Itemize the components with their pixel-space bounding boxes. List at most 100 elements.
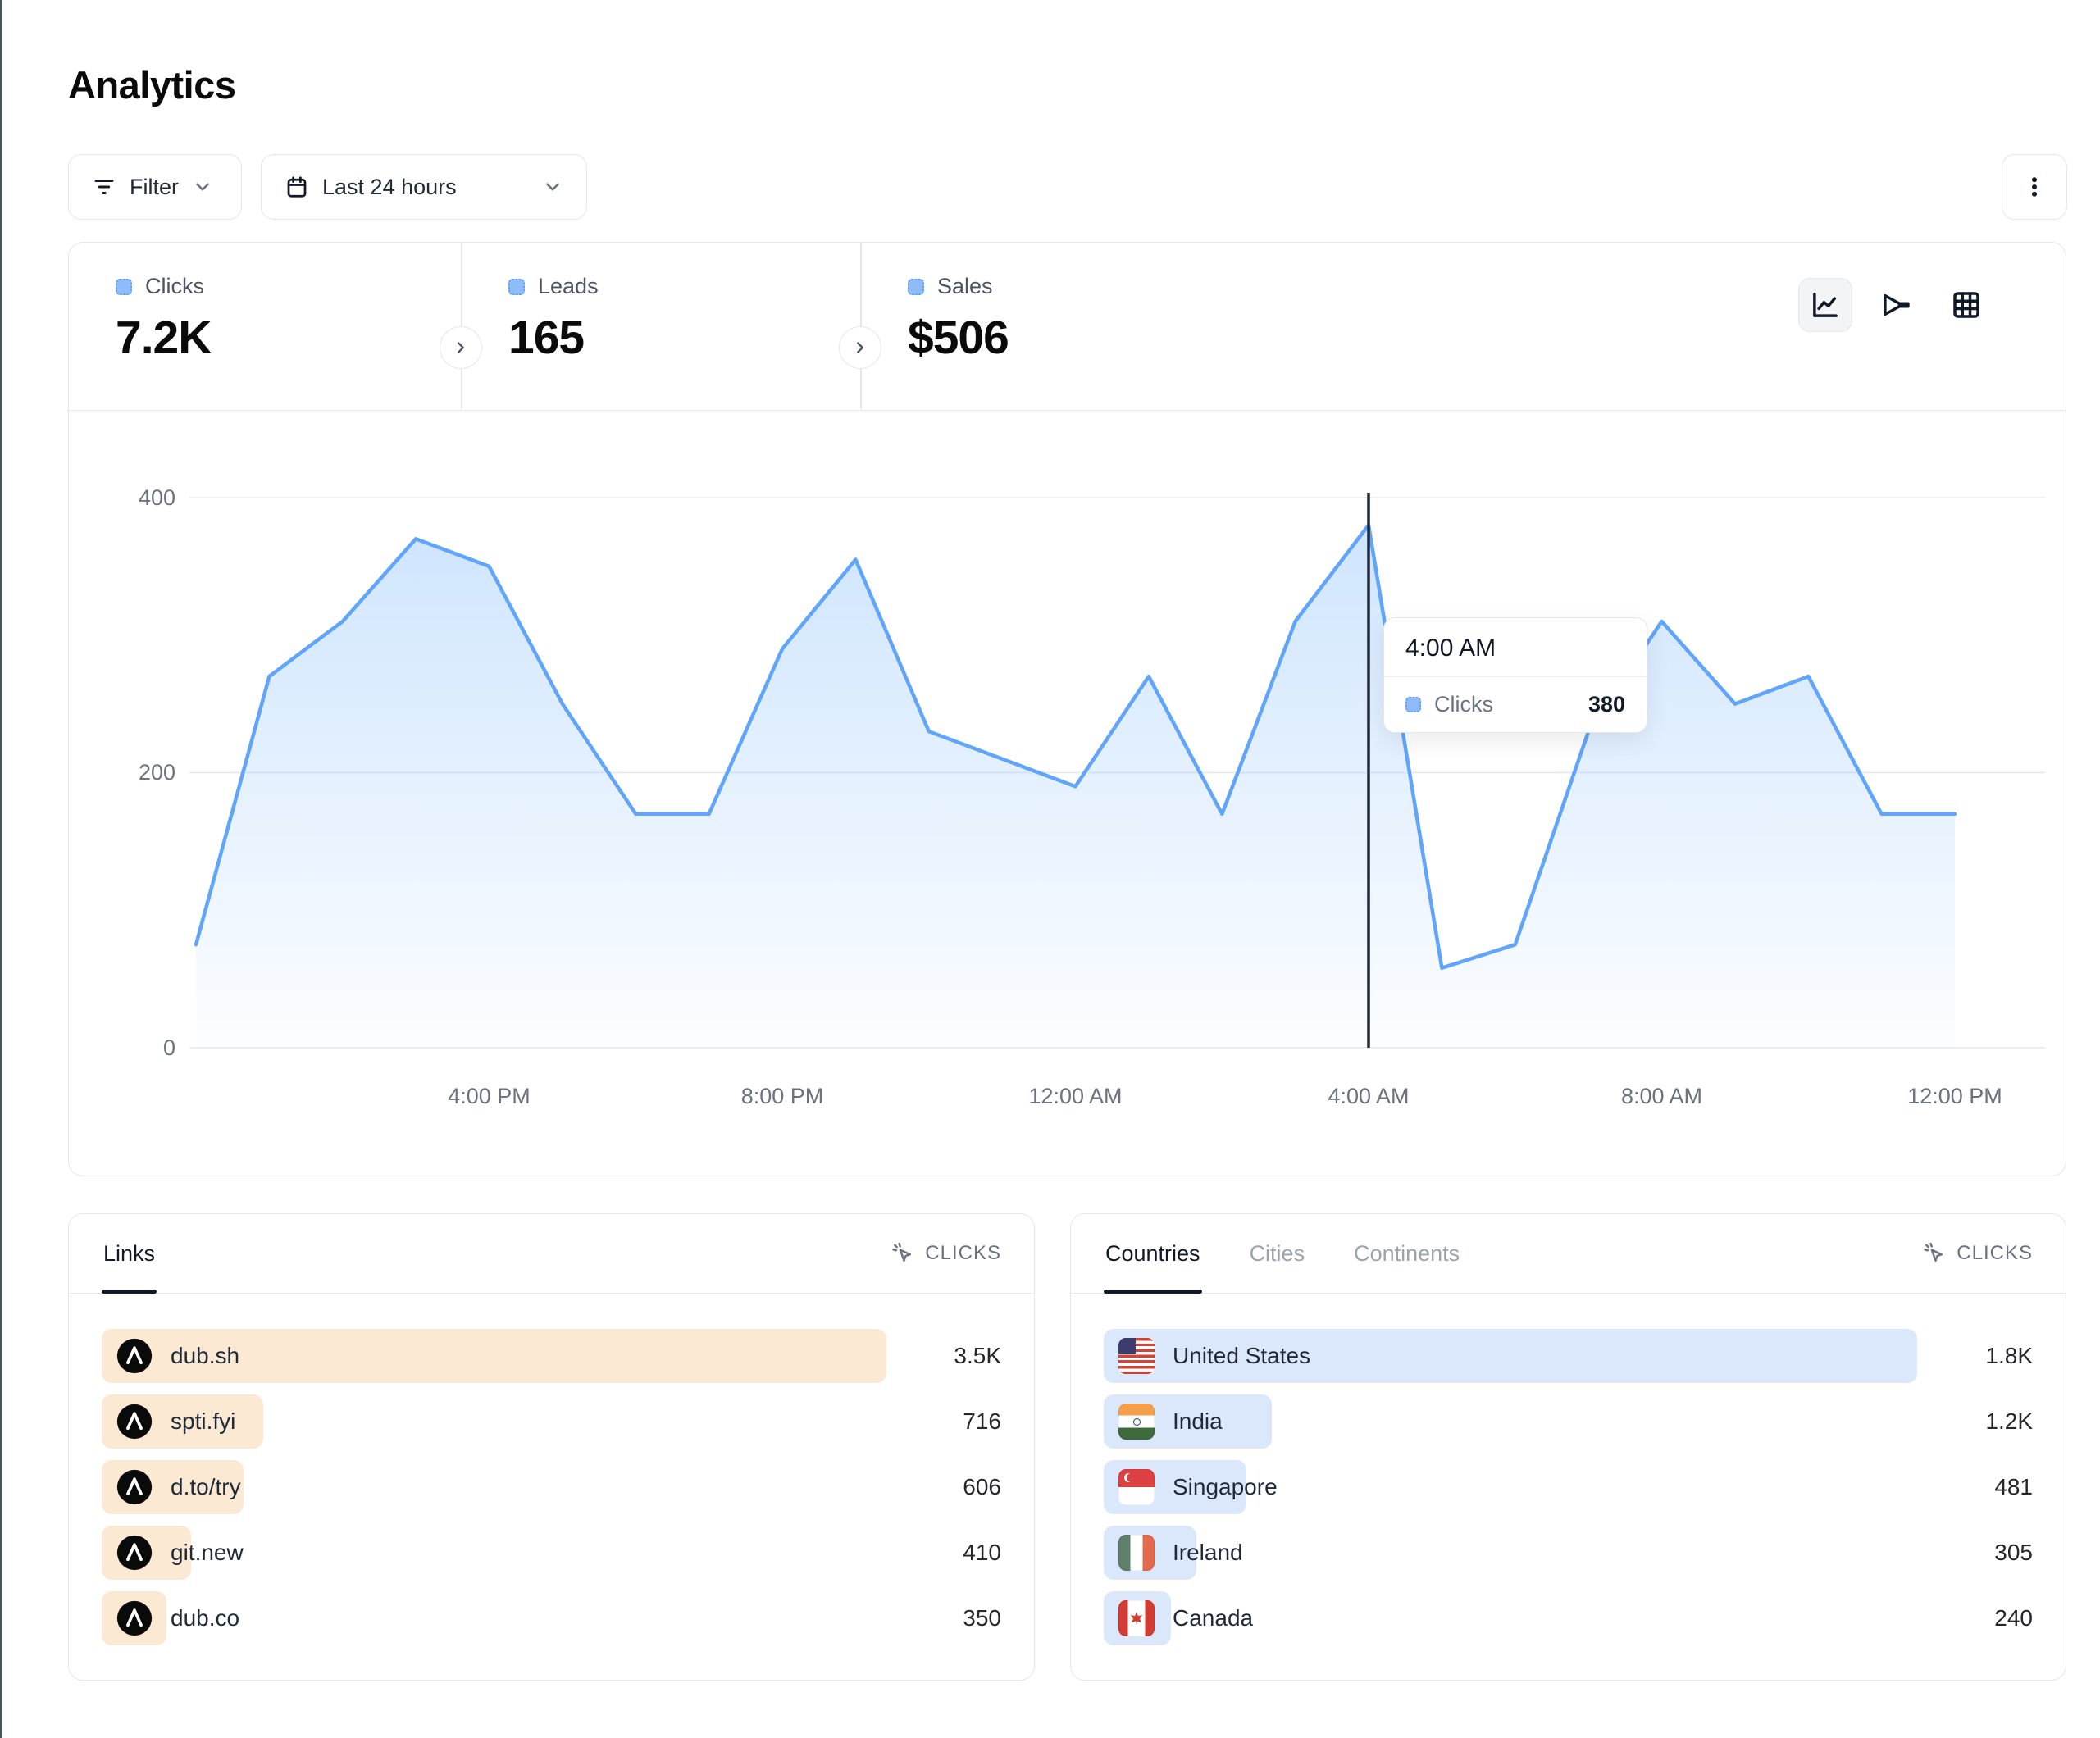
stat-value: 165 [508,312,585,364]
link-row[interactable]: dub.co 350 [102,1586,1001,1651]
x-axis-tick: 12:00 AM [1028,1084,1122,1108]
links-panel: Links CLICKS dub.sh 3.5K [68,1213,1035,1681]
tab-continents[interactable]: Continents [1354,1240,1460,1266]
leads-legend-swatch [508,278,525,295]
funnel-chart-view-button[interactable] [1869,278,1923,332]
link-row[interactable]: git.new 410 [102,1520,1001,1586]
link-row[interactable]: dub.sh 3.5K [102,1323,1001,1389]
x-axis-tick: 12:00 PM [1907,1084,2002,1108]
stat-divider [461,243,462,409]
country-clicks-value: 1.2K [1985,1408,2033,1434]
table-grid-view-button[interactable] [1939,278,1993,332]
link-clicks-value: 410 [963,1540,1001,1565]
link-row[interactable]: spti.fyi 716 [102,1389,1001,1454]
link-domain: d.to/try [171,1474,241,1499]
date-range-button[interactable]: Last 24 hours [261,154,587,220]
link-domain: dub.sh [171,1343,240,1368]
more-menu-button[interactable] [2002,154,2067,220]
country-row[interactable]: Canada 240 [1104,1586,2033,1651]
link-bar [102,1329,887,1383]
geo-panel: Countries Cities Continents CLICKS Unite… [1070,1213,2066,1681]
country-clicks-value: 240 [1994,1605,2033,1631]
country-row[interactable]: Ireland 305 [1104,1520,2033,1586]
tab-links[interactable]: Links [102,1214,157,1294]
link-clicks-value: 606 [963,1474,1001,1499]
country-row[interactable]: United States 1.8K [1104,1323,2033,1389]
date-range-label: Last 24 hours [322,174,457,199]
country-bar [1104,1329,1918,1383]
chart-tooltip: 4:00 AM Clicks 380 [1383,617,1647,733]
stat-value: $506 [908,312,1009,364]
dub-logo-icon [116,1338,153,1374]
filter-button-label: Filter [130,174,179,199]
country-row[interactable]: India 1.2K [1104,1389,2033,1454]
stat-tab-leads[interactable]: Leads 165 [462,243,860,411]
dub-logo-icon [116,1404,153,1440]
country-flag-singapore [1118,1469,1155,1505]
tooltip-legend-swatch [1405,696,1421,712]
country-flag-india [1118,1404,1155,1440]
stat-tab-sales[interactable]: Sales $506 [861,243,1353,411]
cursor-click-icon [891,1241,915,1266]
page-title: Analytics [68,63,236,107]
stat-label: Sales [937,274,993,298]
expand-sales-button[interactable] [839,326,881,369]
line-chart-view-button[interactable] [1798,278,1852,332]
expand-leads-button[interactable] [440,326,482,369]
stat-label: Leads [538,274,599,298]
clicks-legend-swatch [116,278,132,295]
geo-metric-label: CLICKS [1957,1242,2033,1264]
tooltip-series-label: Clicks [1434,691,1493,717]
tab-cities[interactable]: Cities [1249,1240,1305,1266]
x-axis-tick: 4:00 PM [448,1084,531,1108]
country-flag-ireland [1118,1535,1155,1571]
country-name: Singapore [1173,1474,1278,1499]
area-fill [196,525,1955,1048]
links-metric-label: CLICKS [925,1242,1001,1264]
funnel-chart-icon [1879,288,1913,322]
line-chart-icon [1808,288,1843,322]
clicks-time-series-chart[interactable]: 400 200 0 4:00 PM 8:00 PM 12:00 AM 4:00 AM 8… [69,411,2067,1177]
stats-row: Clicks 7.2K Leads 165 Sales $506 [69,243,2066,411]
table-grid-icon [1949,288,1984,322]
dub-logo-icon [116,1600,153,1636]
links-panel-header: Links CLICKS [69,1214,1034,1294]
stat-label: Clicks [145,274,204,298]
link-clicks-value: 3.5K [954,1343,1001,1368]
country-flag-canada [1118,1600,1155,1636]
geo-panel-header: Countries Cities Continents CLICKS [1071,1214,2066,1294]
link-domain: spti.fyi [171,1408,236,1434]
stat-tab-clicks[interactable]: Clicks 7.2K [69,243,461,411]
stat-value: 7.2K [116,312,212,364]
kebab-menu-icon [2022,175,2047,199]
link-clicks-value: 350 [963,1605,1001,1631]
page-edge-strip [0,0,2,1738]
country-clicks-value: 481 [1994,1474,2033,1499]
chart-view-toggles [1798,278,1993,332]
filter-button[interactable]: Filter [68,154,242,220]
geo-rows: United States 1.8K India 1.2K Singapore [1071,1294,2066,1651]
country-name: India [1173,1408,1223,1434]
links-rows: dub.sh 3.5K spti.fyi 716 d.to/try [69,1294,1034,1651]
tab-countries[interactable]: Countries [1104,1214,1202,1294]
stat-divider [860,243,862,409]
geo-metric-selector[interactable]: CLICKS [1922,1241,2033,1266]
y-axis-tick: 0 [163,1035,175,1060]
link-row[interactable]: d.to/try 606 [102,1454,1001,1520]
country-name: United States [1173,1343,1311,1368]
tooltip-time: 4:00 AM [1405,635,1496,662]
y-axis-tick: 400 [139,485,175,510]
cursor-click-icon [1922,1241,1947,1266]
filter-icon [92,175,116,199]
country-clicks-value: 1.8K [1985,1343,2033,1368]
tooltip-divider [1384,676,1647,677]
country-row[interactable]: Singapore 481 [1104,1454,2033,1520]
chevron-down-icon [192,176,213,198]
y-axis-tick: 200 [139,760,175,785]
sales-legend-swatch [908,278,924,295]
links-metric-selector[interactable]: CLICKS [891,1241,1001,1266]
link-domain: dub.co [171,1605,240,1631]
dub-logo-icon [116,1535,153,1571]
x-axis-tick: 4:00 AM [1328,1084,1409,1108]
x-axis-tick: 8:00 PM [741,1084,824,1108]
